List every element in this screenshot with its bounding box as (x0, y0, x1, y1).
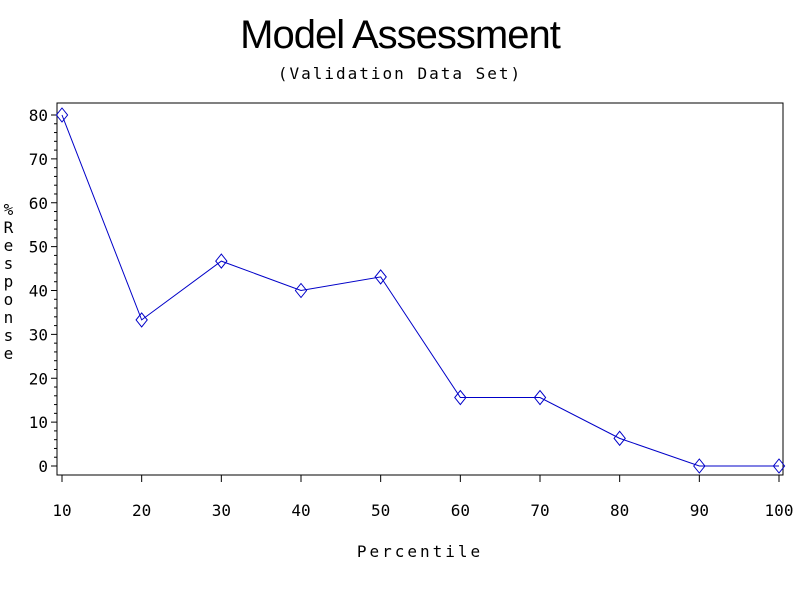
data-point-marker (533, 389, 547, 406)
y-axis-label-char: e (4, 236, 17, 255)
data-point-marker (294, 282, 308, 299)
x-tick-label: 10 (52, 501, 71, 520)
y-axis-label-char: o (4, 290, 17, 309)
x-axis: 10 20 30 40 50 60 70 80 90 100 (52, 475, 793, 520)
chart-title: Model Assessment (240, 13, 561, 57)
y-tick-label: 30 (29, 325, 48, 344)
plot-frame (56, 102, 784, 476)
plot-area (55, 107, 786, 474)
y-tick-label: 20 (29, 369, 48, 388)
y-tick-label: 60 (29, 194, 48, 213)
data-point-marker (693, 458, 706, 474)
x-tick-label: 60 (451, 501, 470, 520)
series-line (61, 114, 779, 467)
data-point-marker (135, 312, 148, 328)
x-tick-label: 30 (212, 501, 231, 520)
data-point-marker (55, 107, 69, 123)
data-point-marker (215, 253, 228, 269)
x-axis-label: Percentile (357, 542, 483, 561)
y-axis: 0 10 20 30 40 50 60 70 80 (29, 106, 57, 476)
data-point-marker (613, 430, 626, 447)
y-axis-label-char: R (4, 218, 17, 237)
x-tick-label: 90 (690, 501, 709, 520)
y-axis-label-char: s (4, 326, 17, 345)
y-tick-label: 10 (29, 413, 48, 432)
y-axis-label-char: s (4, 254, 17, 273)
data-point-marker (454, 389, 467, 406)
y-axis-label-char: n (4, 308, 17, 327)
chart-subtitle: (Validation Data Set) (278, 64, 522, 83)
x-tick-label: 80 (610, 501, 629, 520)
y-axis-label-char: p (4, 272, 17, 291)
y-tick-label: 50 (29, 238, 48, 257)
x-tick-label: 100 (765, 501, 794, 520)
data-point-marker (374, 269, 387, 285)
x-tick-label: 40 (291, 501, 310, 520)
y-tick-label: 80 (29, 106, 48, 125)
data-point-marker (772, 458, 786, 474)
y-tick-label: 40 (29, 282, 48, 301)
x-tick-label: 20 (132, 501, 151, 520)
y-tick-label: 70 (29, 150, 48, 169)
x-tick-label: 50 (371, 501, 390, 520)
y-axis-label-char: e (4, 344, 17, 363)
y-tick-label: 0 (38, 457, 48, 476)
x-tick-label: 70 (530, 501, 549, 520)
y-axis-label-char: % (4, 200, 17, 219)
